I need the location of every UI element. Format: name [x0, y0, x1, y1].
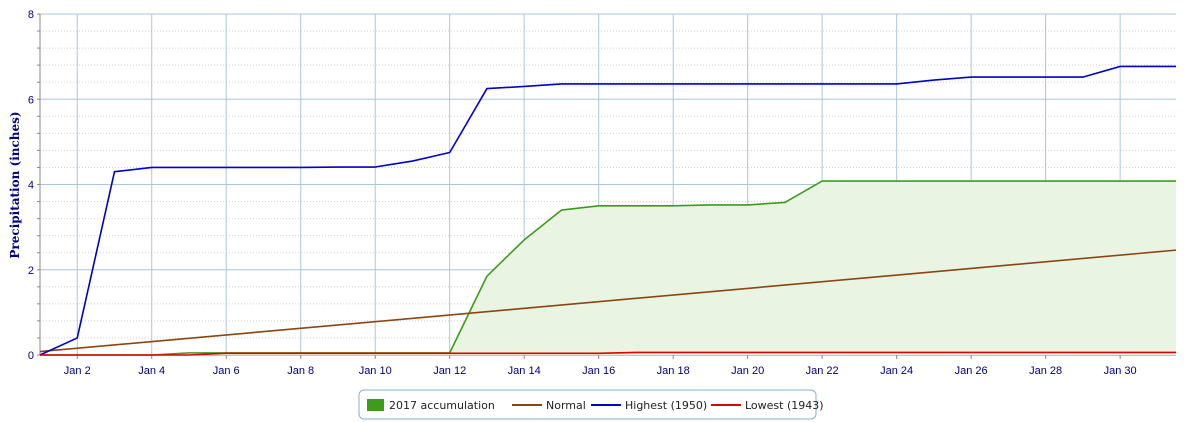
y-tick-label: 4 — [28, 180, 34, 192]
x-tick-label: Jan 14 — [508, 365, 541, 377]
legend-label: Highest (1950) — [625, 399, 707, 412]
y-tick-label: 8 — [28, 9, 34, 21]
x-tick-label: Jan 2 — [64, 365, 91, 377]
legend-item[interactable]: 2017 accumulation — [367, 399, 495, 412]
x-tick-label: Jan 30 — [1104, 365, 1137, 377]
series-line — [39, 249, 1177, 353]
x-tick-label: Jan 8 — [287, 365, 314, 377]
y-tick-label: 6 — [28, 94, 34, 106]
legend-item[interactable]: Lowest (1943) — [711, 399, 824, 412]
series-line — [39, 65, 1176, 356]
x-tick-label: Jan 16 — [582, 365, 615, 377]
legend-label: Normal — [546, 399, 586, 412]
y-tick-label: 0 — [28, 350, 34, 362]
x-tick-label: Jan 12 — [433, 365, 466, 377]
tick-labels: 0 2 4 6 8 Jan 2 Jan 4 Jan 6 Jan 8 Jan 10 Jan 12 Jan… — [28, 9, 1137, 377]
legend-item[interactable]: Normal — [512, 399, 586, 412]
legend-label: Lowest (1943) — [745, 399, 824, 412]
series-lowest-1943 — [40, 351, 1176, 356]
x-tick-label: Jan 10 — [359, 365, 392, 377]
series-highest-1950 — [39, 65, 1176, 356]
y-tick-label: 2 — [28, 265, 34, 277]
x-tick-label: Jan 4 — [138, 365, 165, 377]
area-fill — [40, 181, 1176, 355]
series-line — [40, 351, 1176, 356]
x-tick-label: Jan 22 — [806, 365, 839, 377]
x-tick-label: Jan 20 — [731, 365, 764, 377]
legend-swatch — [367, 399, 384, 411]
x-tick-label: Jan 24 — [880, 365, 913, 377]
legend[interactable]: 2017 accumulation Normal Highest (1950) Low… — [358, 389, 824, 420]
x-tick-label: Jan 18 — [657, 365, 690, 377]
series-normal — [39, 249, 1177, 353]
series-2017-accumulation — [40, 180, 1176, 356]
legend-box — [358, 389, 817, 420]
x-tick-label: Jan 26 — [955, 365, 988, 377]
y-axis-title: Precipitation (inches) — [8, 111, 22, 258]
x-tick-label: Jan 28 — [1029, 365, 1062, 377]
legend-item[interactable]: Highest (1950) — [591, 399, 707, 412]
legend-label: 2017 accumulation — [389, 399, 495, 412]
series-layer — [39, 65, 1177, 356]
x-tick-label: Jan 6 — [213, 365, 240, 377]
